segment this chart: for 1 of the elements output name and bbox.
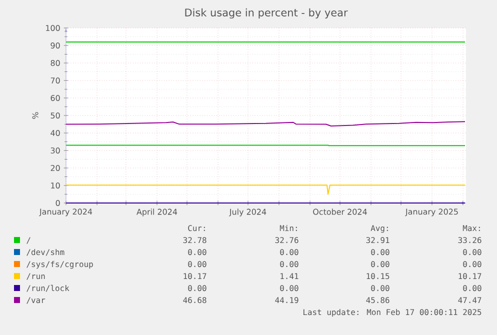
chart-title: Disk usage in percent - by year bbox=[185, 8, 348, 18]
